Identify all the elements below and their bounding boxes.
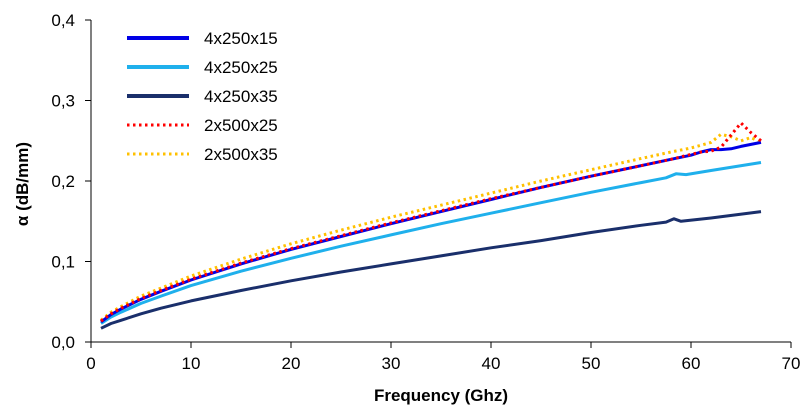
series-line-4x250x35 [100,210,762,330]
y-tick-label: 0,3 [51,92,75,111]
legend-label: 4x250x35 [204,87,278,106]
y-tick-label: 0,2 [51,172,75,191]
legend-label: 4x250x25 [204,58,278,77]
series-line-4x250x15 [100,140,762,324]
series-line-2x500x25 [100,121,762,323]
x-tick-label: 60 [682,354,701,373]
series-line-2x500x35 [100,132,762,322]
x-tick-label: 70 [782,354,801,373]
x-tick-label: 0 [86,354,95,373]
series-line-4x250x25 [100,161,762,325]
y-tick-label: 0,0 [51,333,75,352]
ticks: 0 10 20 30 40 50 60 70 0,0 0,1 0,2 0,3 0,4 [51,11,800,373]
x-tick-label: 40 [482,354,501,373]
legend-label: 2x500x35 [204,145,278,164]
axes [90,20,791,343]
legend-label: 4x250x15 [204,29,278,48]
x-tick-label: 30 [382,354,401,373]
y-tick-label: 0,1 [51,253,75,272]
x-axis-title: Frequency (Ghz) [374,386,508,405]
x-tick-label: 50 [582,354,601,373]
legend-label: 2x500x25 [204,116,278,135]
y-tick-label: 0,4 [51,11,75,30]
x-tick-label: 20 [282,354,301,373]
y-axis-title: α (dB/mm) [13,142,32,226]
legend: 4x250x15 4x250x25 4x250x35 2x500x25 2x500x35 [127,29,278,164]
series-layer [100,121,762,330]
x-tick-label: 10 [182,354,201,373]
